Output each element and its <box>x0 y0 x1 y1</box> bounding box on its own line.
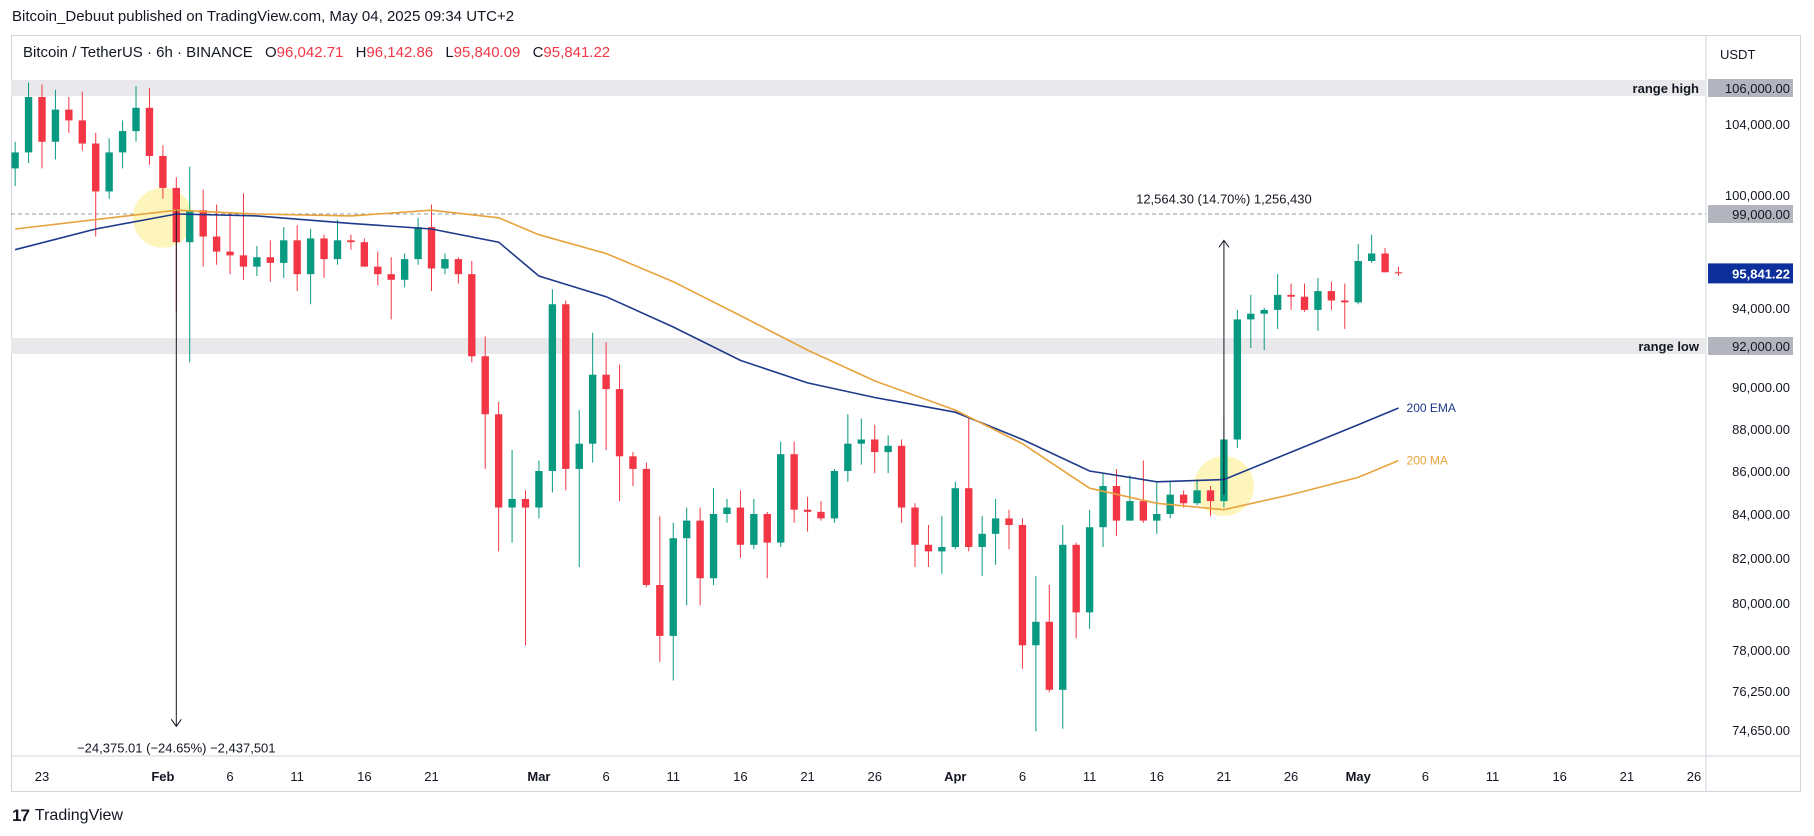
close-label: C <box>532 44 544 61</box>
footer: 17 TradingView <box>12 806 123 826</box>
brand-name: TradingView <box>34 807 123 824</box>
close-value: 95,841.22 <box>543 44 611 61</box>
tradingview-logo-icon: 17 <box>12 806 30 825</box>
symbol-name: Bitcoin / TetherUS · 6h · BINANCE <box>23 44 253 61</box>
high-label: H <box>355 44 367 61</box>
symbol-legend: Bitcoin / TetherUS · 6h · BINANCE O96,04… <box>23 44 618 61</box>
low-label: L <box>445 44 454 61</box>
open-label: O <box>264 44 277 61</box>
publish-line: Bitcoin_Debuut published on TradingView.… <box>12 8 515 25</box>
open-value: 96,042.71 <box>276 44 344 61</box>
low-value: 95,840.09 <box>453 44 521 61</box>
high-value: 96,142.86 <box>366 44 434 61</box>
chart-frame <box>11 35 1801 792</box>
